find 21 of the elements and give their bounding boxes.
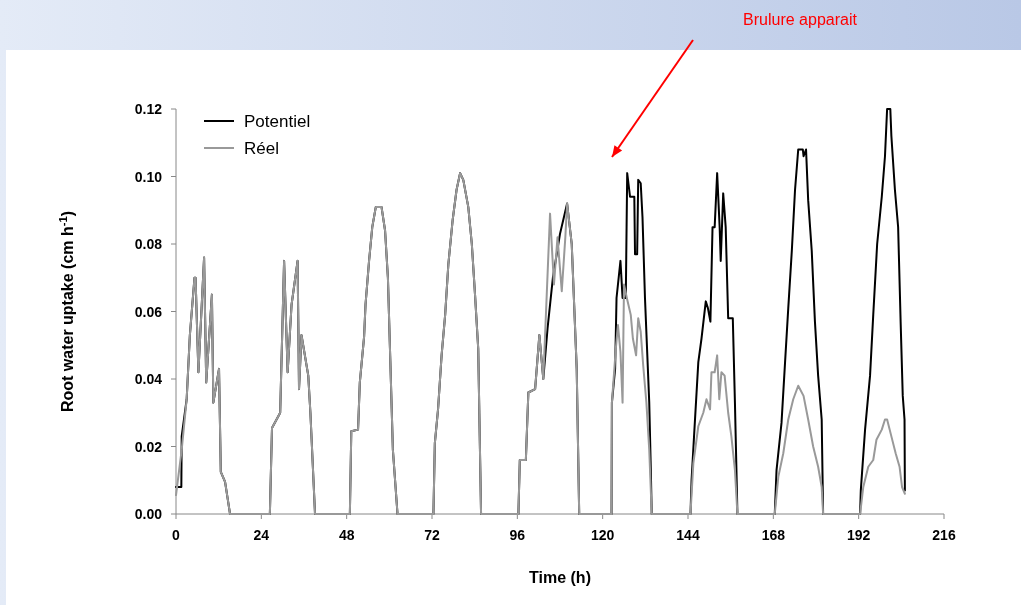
x-tick-label: 192 [846, 527, 871, 543]
x-tick-label: 96 [509, 527, 526, 543]
x-tick-label: 216 [932, 527, 956, 543]
text: Brulure apparait [743, 11, 858, 28]
legend-label: Réel [244, 139, 279, 158]
y-tick-label: 0.04 [134, 371, 163, 387]
x-tick-label: 144 [676, 527, 700, 543]
y-tick-label: 0.12 [134, 101, 163, 117]
y-tick-label: 0.10 [134, 168, 163, 185]
x-tick-label: 48 [338, 527, 355, 543]
x-tick-label: 120 [590, 527, 615, 543]
x-axis-title: Time (h) [529, 569, 591, 586]
y-tick-label: 0.06 [134, 303, 163, 320]
legend-label: Potentiel [244, 112, 311, 131]
y-tick-label: 0.08 [134, 236, 163, 252]
x-tick-label: 0 [172, 527, 181, 543]
x-tick-label: 168 [761, 527, 786, 543]
x-tick-label: 72 [424, 527, 440, 543]
x-tick-label: 24 [253, 527, 270, 543]
y-tick-label: 0.00 [134, 506, 163, 522]
y-tick-label: 0.02 [134, 438, 163, 455]
